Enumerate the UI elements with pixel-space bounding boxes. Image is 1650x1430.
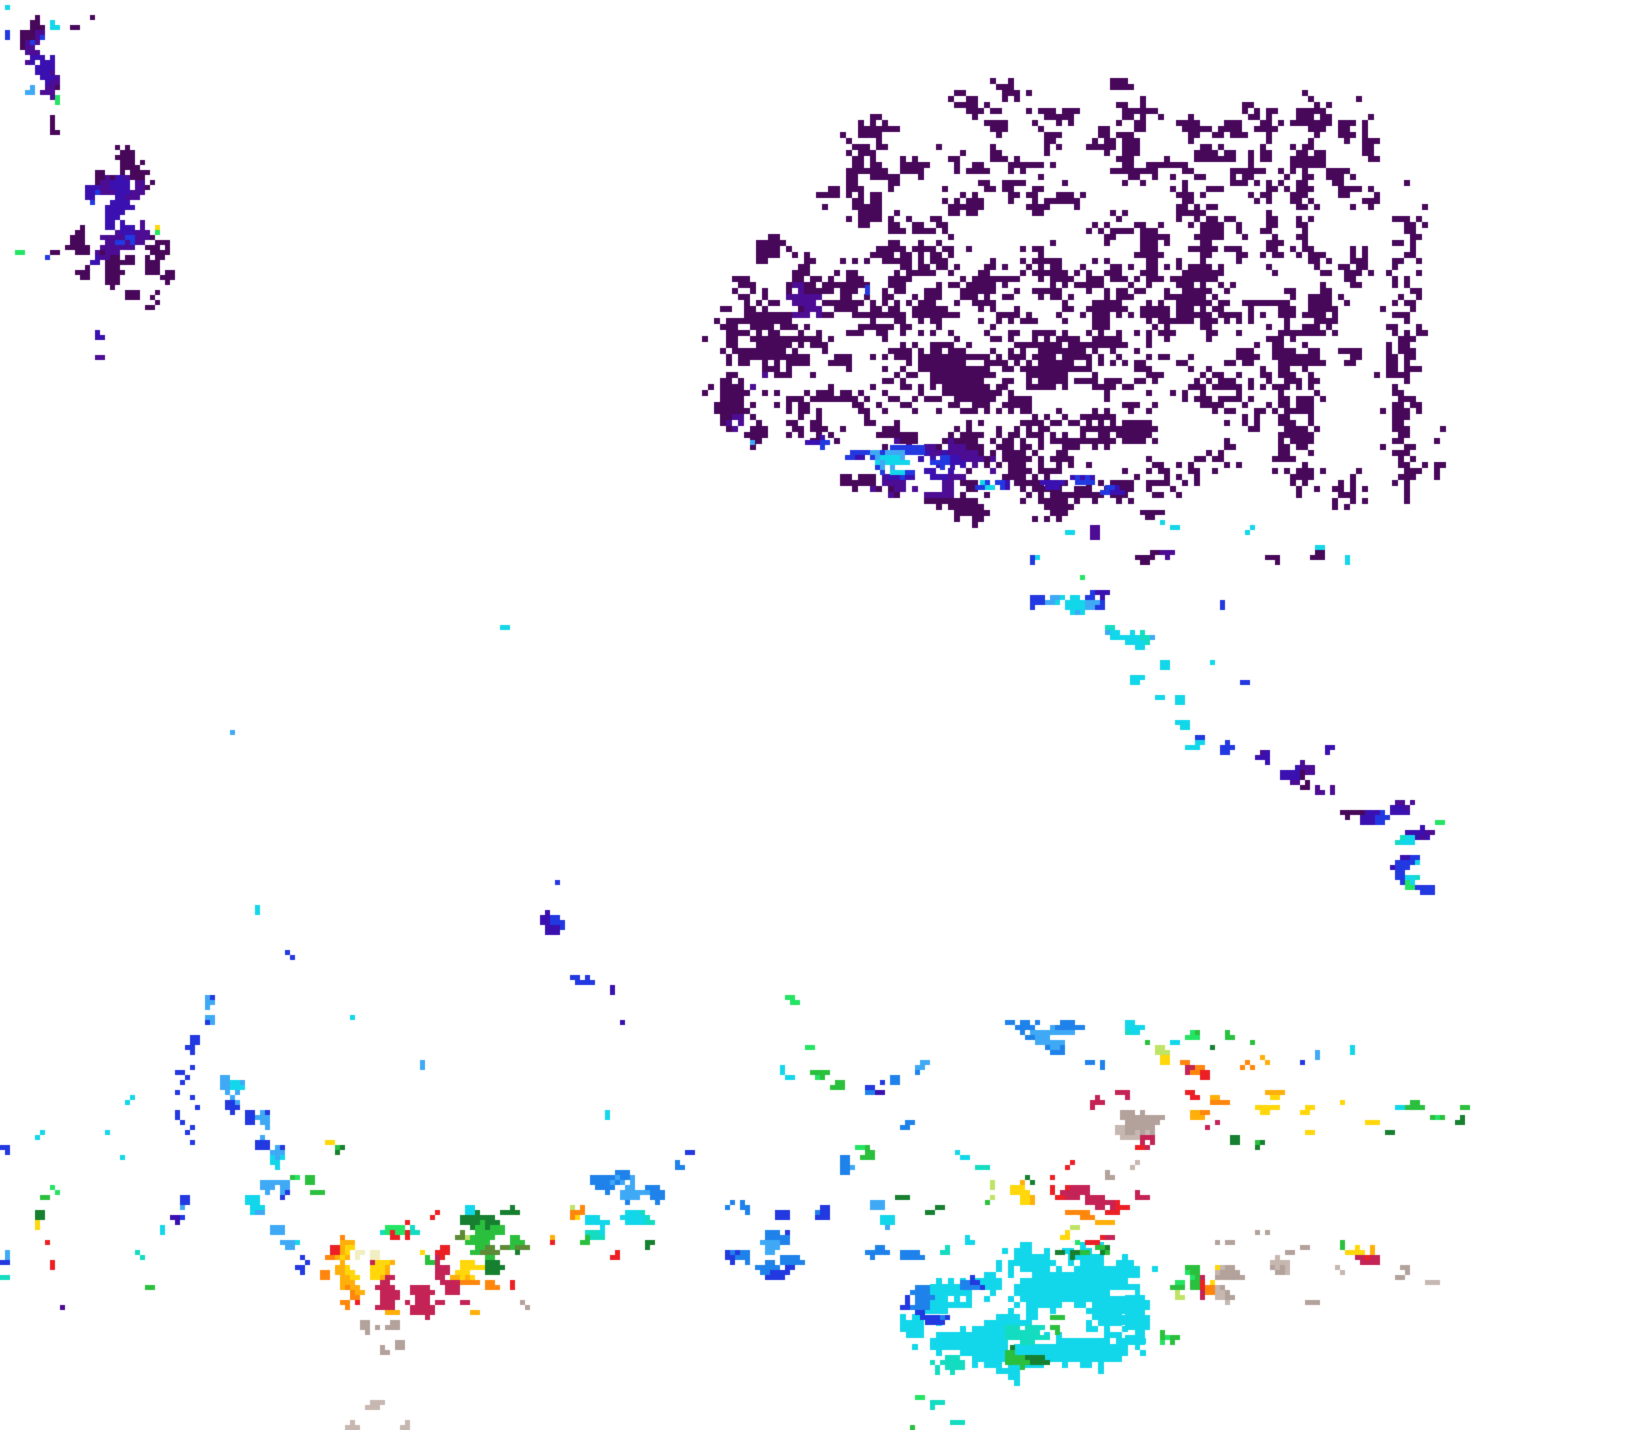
radar-view: [0, 0, 1650, 1430]
radar-raster-canvas: [0, 0, 1650, 1430]
